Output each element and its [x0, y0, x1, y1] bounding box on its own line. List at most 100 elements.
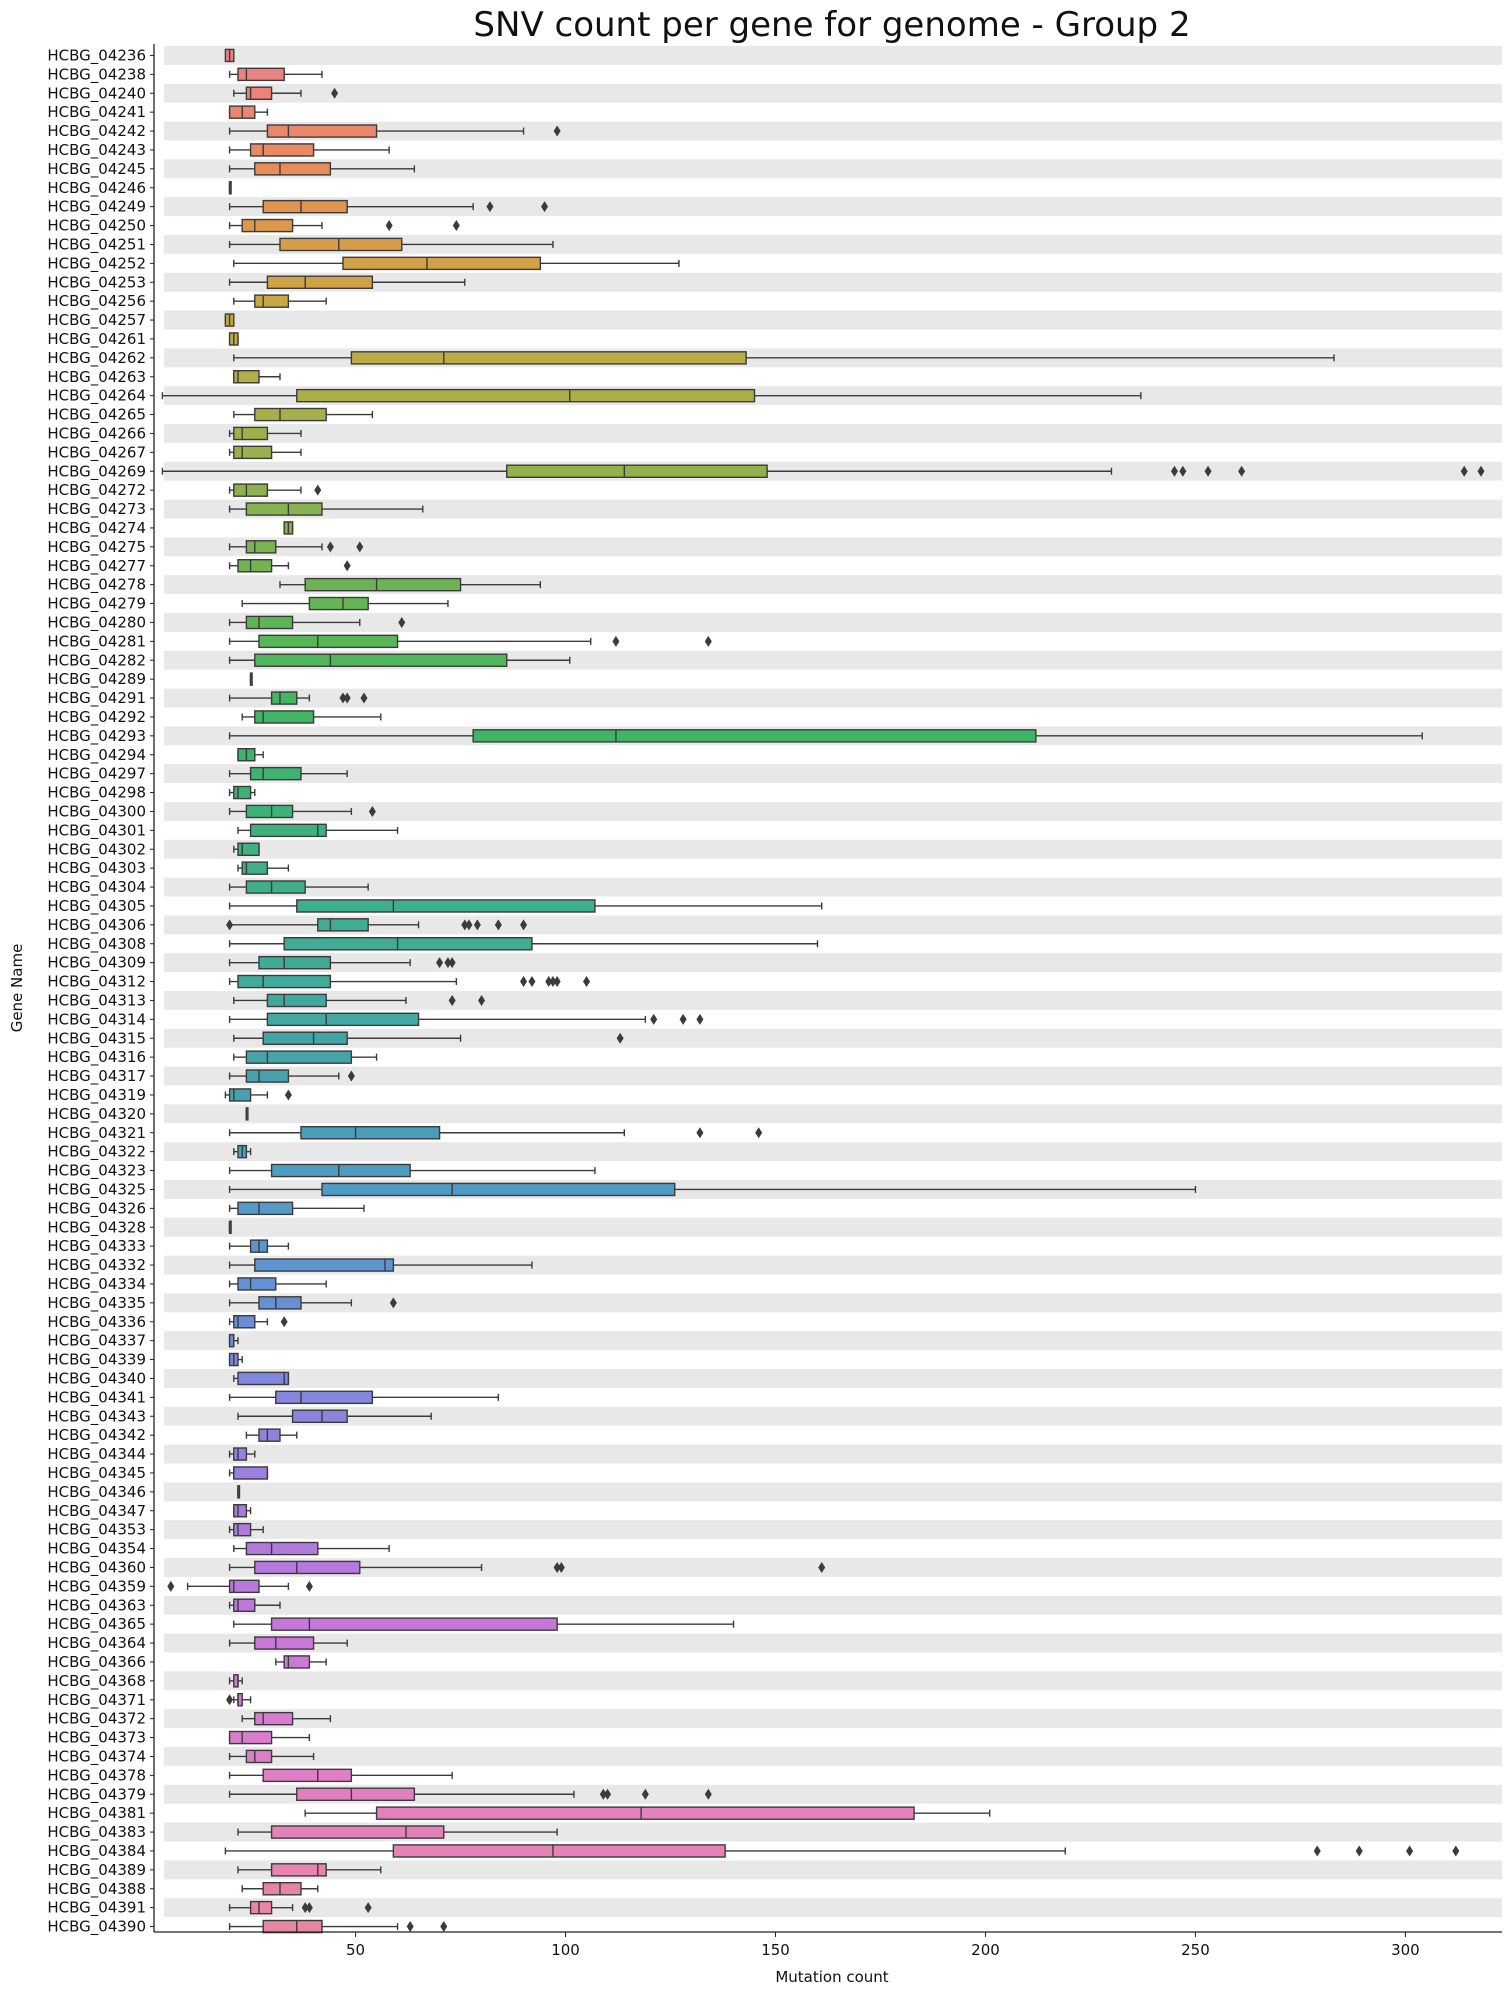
- row-stripe: [164, 688, 1502, 708]
- box-iqr: [266, 1012, 420, 1027]
- y-tick-label: HCBG_04314: [47, 1010, 146, 1029]
- y-tick-label: HCBG_04241: [47, 103, 146, 122]
- outlier-marker: [364, 1902, 372, 1914]
- y-tick-label: HCBG_04251: [47, 235, 146, 254]
- y-tick-label: HCBG_04272: [47, 481, 146, 500]
- box-iqr: [233, 1522, 252, 1537]
- box-iqr: [283, 937, 533, 951]
- y-tick-label: HCBG_04379: [47, 1785, 146, 1804]
- outlier-marker: [305, 1902, 313, 1914]
- y-tick-label: HCBG_04368: [47, 1672, 146, 1691]
- box-iqr: [241, 218, 294, 233]
- y-tick-label: HCBG_04275: [47, 538, 146, 557]
- outlier-marker: [314, 484, 322, 496]
- box-iqr: [237, 974, 332, 989]
- box-iqr: [262, 199, 348, 214]
- outlier-marker: [226, 919, 234, 931]
- row-stripe: [164, 1066, 1502, 1086]
- box-iqr: [233, 1504, 248, 1518]
- row-stripe: [164, 1860, 1502, 1880]
- box-iqr: [270, 1825, 445, 1839]
- box-iqr: [254, 710, 315, 724]
- box-iqr: [233, 1598, 256, 1612]
- y-tick-label: HCBG_04317: [47, 1067, 146, 1086]
- row-stripe: [164, 1633, 1502, 1653]
- outlier-marker: [583, 976, 591, 988]
- outlier-marker: [301, 1902, 309, 1914]
- row-stripe: [164, 1709, 1502, 1729]
- y-tick-label: HCBG_04302: [47, 840, 146, 859]
- box-iqr: [254, 1258, 395, 1272]
- box-iqr: [249, 766, 302, 781]
- y-tick-label: HCBG_04309: [47, 954, 146, 973]
- outlier-marker: [553, 1561, 561, 1573]
- outlier-marker: [326, 541, 334, 553]
- box-iqr: [228, 1730, 273, 1745]
- box-iqr: [254, 1711, 294, 1726]
- outlier-marker: [226, 1694, 234, 1706]
- outlier-marker: [385, 220, 393, 232]
- row-stripe: [164, 1444, 1502, 1464]
- row-stripe: [164, 802, 1502, 821]
- outlier-marker: [520, 976, 528, 988]
- y-tick-label: HCBG_04346: [47, 1483, 146, 1502]
- y-tick-label: HCBG_04325: [47, 1180, 146, 1199]
- y-tick-label: HCBG_04279: [47, 595, 146, 614]
- box-iqr: [266, 275, 374, 289]
- box-iqr: [233, 483, 269, 497]
- y-tick-label: HCBG_04303: [47, 859, 146, 878]
- box-iqr: [233, 426, 269, 441]
- y-tick-label: HCBG_04343: [47, 1407, 146, 1426]
- outlier-marker: [478, 994, 486, 1006]
- box-iqr: [241, 861, 269, 875]
- box-iqr: [262, 1919, 323, 1934]
- row-stripe: [164, 499, 1502, 519]
- outlier-marker: [473, 919, 481, 931]
- box-iqr: [472, 729, 1037, 743]
- y-tick-label: HCBG_04306: [47, 916, 146, 935]
- row-stripe: [164, 1558, 1502, 1577]
- box-iqr: [392, 1844, 726, 1858]
- y-tick-label: HCBG_04340: [47, 1369, 146, 1388]
- row-stripe: [164, 1293, 1502, 1313]
- row-stripe: [164, 1104, 1502, 1124]
- box-iqr: [245, 502, 323, 516]
- y-tick-label: HCBG_04360: [47, 1558, 146, 1577]
- box-iqr: [296, 388, 756, 403]
- y-tick-label: HCBG_04304: [47, 878, 146, 897]
- y-tick-label: HCBG_04265: [47, 406, 146, 425]
- row-stripe: [164, 1142, 1502, 1162]
- y-tick-label: HCBG_04322: [47, 1143, 146, 1162]
- y-tick-label: HCBG_04278: [47, 576, 146, 595]
- outlier-marker: [360, 692, 368, 704]
- y-tick-label: HCBG_04328: [47, 1218, 146, 1237]
- outlier-marker: [305, 1580, 313, 1592]
- row-stripe: [164, 83, 1502, 103]
- outlier-marker: [1355, 1845, 1363, 1857]
- box-iqr: [237, 67, 285, 82]
- y-tick-label: HCBG_04246: [47, 179, 146, 198]
- y-tick-label: HCBG_04373: [47, 1729, 146, 1748]
- outlier-marker: [545, 976, 553, 988]
- row-stripe: [164, 575, 1502, 595]
- y-tick-label: HCBG_04243: [47, 141, 146, 160]
- outlier-marker: [599, 1788, 607, 1800]
- box-iqr: [296, 1787, 416, 1801]
- row-stripe: [164, 764, 1502, 784]
- y-tick-label: HCBG_04277: [47, 557, 146, 576]
- box-iqr: [245, 615, 294, 630]
- y-tick-label: HCBG_04391: [47, 1899, 146, 1918]
- y-tick-label: HCBG_04236: [47, 46, 146, 65]
- y-tick-label: HCBG_04366: [47, 1653, 146, 1672]
- box-iqr: [237, 1371, 290, 1386]
- row-stripe: [164, 424, 1502, 443]
- outlier-marker: [465, 919, 473, 931]
- y-axis-label: Gene Name: [8, 944, 26, 1033]
- outlier-marker: [1313, 1845, 1321, 1857]
- outlier-marker: [1170, 465, 1178, 477]
- box-iqr: [245, 540, 277, 554]
- box-iqr: [291, 1409, 348, 1423]
- row-stripe: [164, 991, 1502, 1010]
- box-iqr: [300, 1126, 441, 1140]
